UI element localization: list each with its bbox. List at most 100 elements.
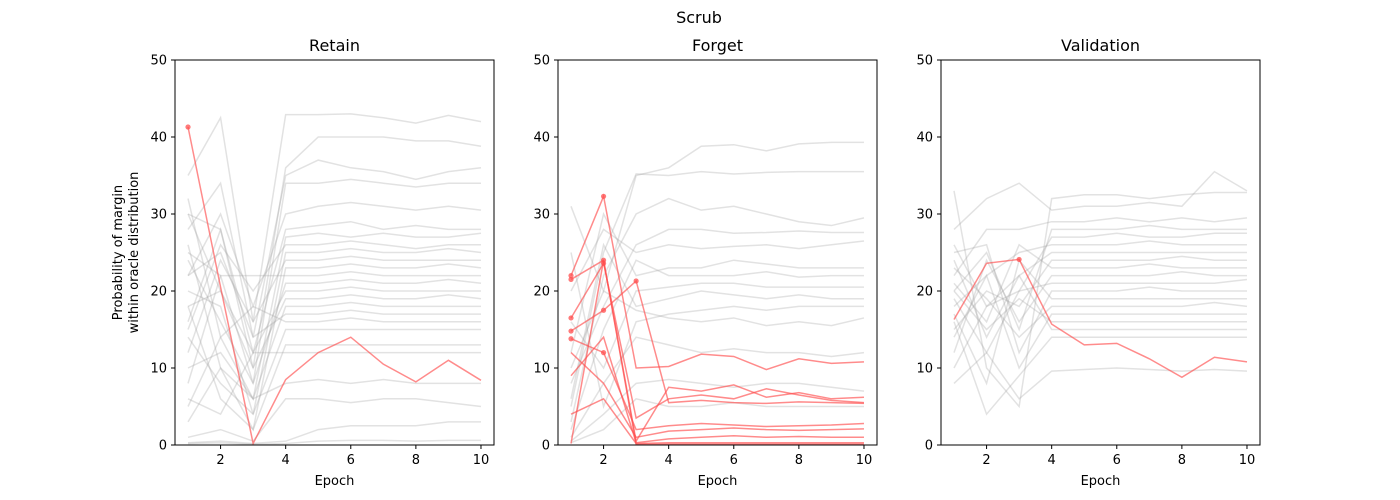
panel-validation: Validation 2 4 6 8 10 0 10 20 30 40 50 Epoch <box>916 36 1261 489</box>
y-tick-label: 10 <box>533 362 550 377</box>
x-tick-label: 4 <box>1048 453 1056 468</box>
x-tick-label: 10 <box>473 453 490 468</box>
y-tick-label: 40 <box>916 131 933 146</box>
background-series-line <box>953 278 1248 355</box>
y-tick-label: 20 <box>150 285 167 300</box>
series-group <box>953 170 1248 416</box>
background-series-line <box>570 336 865 438</box>
background-series-line <box>953 258 1247 353</box>
x-tick-label: 2 <box>216 453 224 468</box>
background-series-line <box>570 242 864 399</box>
y-tick-label: 40 <box>150 131 167 146</box>
background-series-line <box>953 243 1247 355</box>
background-series-line <box>953 190 1247 409</box>
y-tick-label: 50 <box>916 54 933 69</box>
background-series-line <box>570 397 864 444</box>
x-tick-label: 2 <box>599 453 607 468</box>
y-tick-label: 50 <box>150 54 167 69</box>
series-group <box>185 113 482 445</box>
background-series-line <box>187 305 481 407</box>
highlight-series-line <box>570 260 864 445</box>
background-series-line <box>187 201 482 309</box>
background-series-line <box>570 170 864 407</box>
background-series-line <box>187 178 481 384</box>
background-series-line <box>953 240 1247 307</box>
highlight-point <box>568 276 574 283</box>
x-axis-label: Epoch <box>1081 474 1121 489</box>
y-tick-label: 20 <box>916 285 933 300</box>
background-series-line <box>570 228 864 384</box>
background-series-line <box>570 197 865 423</box>
highlight-point <box>600 193 607 199</box>
y-tick-label: 0 <box>925 439 933 454</box>
x-tick-label: 10 <box>856 453 873 468</box>
background-series-line <box>570 228 865 292</box>
highlight-point <box>568 315 574 321</box>
highlight-point <box>633 278 639 284</box>
highlight-series-line <box>187 126 482 445</box>
y-tick-label: 10 <box>150 362 167 377</box>
highlight-point <box>568 273 574 279</box>
y-tick-label: 10 <box>916 362 933 377</box>
panel-title: Validation <box>1061 36 1140 55</box>
highlight-point <box>185 124 191 130</box>
background-series-line <box>187 226 481 355</box>
background-series-line <box>187 421 481 445</box>
background-series-line <box>570 378 865 442</box>
x-tick-label: 6 <box>347 453 355 468</box>
background-series-line <box>953 243 1247 324</box>
background-series-line <box>187 159 482 338</box>
y-tick-label: 0 <box>542 439 550 454</box>
x-tick-label: 6 <box>1113 453 1121 468</box>
x-tick-label: 8 <box>795 453 803 468</box>
highlight-point <box>568 336 574 342</box>
x-tick-label: 6 <box>730 453 738 468</box>
background-series-line <box>187 244 482 432</box>
background-series-line <box>570 282 864 370</box>
y-axis-label: within oracle distribution <box>127 172 142 334</box>
x-axis-label: Epoch <box>315 474 355 489</box>
background-series-line <box>187 220 481 355</box>
background-series-line <box>187 328 481 416</box>
background-series-line <box>570 289 865 369</box>
highlight-point <box>600 307 607 313</box>
panel-title: Forget <box>692 36 743 55</box>
axes-frame <box>557 59 878 446</box>
panel-retain: Retain 2 4 6 8 10 0 10 20 30 40 50 Epoch Probability … <box>111 36 495 489</box>
background-series-line <box>953 290 1247 331</box>
highlight-series-line <box>570 335 864 444</box>
panel-title: Retain <box>309 36 360 55</box>
background-series-line <box>953 321 1247 416</box>
x-tick-label: 4 <box>665 453 673 468</box>
background-series-line <box>187 398 482 443</box>
highlight-series-line <box>953 258 1248 379</box>
background-series-line <box>953 273 1247 370</box>
background-series-line <box>953 224 1247 332</box>
figure-title: Scrub <box>676 8 722 27</box>
axes-frame <box>174 59 495 446</box>
highlight-series-line <box>570 338 865 431</box>
background-series-line <box>953 267 1248 339</box>
x-tick-label: 8 <box>412 453 420 468</box>
x-tick-label: 4 <box>282 453 290 468</box>
background-series-line <box>953 217 1248 277</box>
background-series-line <box>187 259 482 386</box>
y-tick-label: 20 <box>533 285 550 300</box>
background-series-line <box>187 240 481 330</box>
background-series-line <box>953 255 1247 330</box>
y-tick-label: 30 <box>533 208 550 223</box>
background-series-line <box>953 274 1247 369</box>
background-series-line <box>953 232 1247 308</box>
background-series-line <box>187 136 482 369</box>
background-series-line <box>187 213 482 370</box>
y-tick-label: 40 <box>533 131 550 146</box>
background-series-line <box>187 301 481 401</box>
background-series-line <box>187 255 481 353</box>
highlight-point <box>568 328 574 334</box>
y-tick-label: 50 <box>533 54 550 69</box>
highlight-series-line <box>570 279 864 405</box>
x-tick-label: 8 <box>1178 453 1186 468</box>
y-tick-label: 0 <box>159 439 167 454</box>
highlight-series-line <box>570 397 864 445</box>
